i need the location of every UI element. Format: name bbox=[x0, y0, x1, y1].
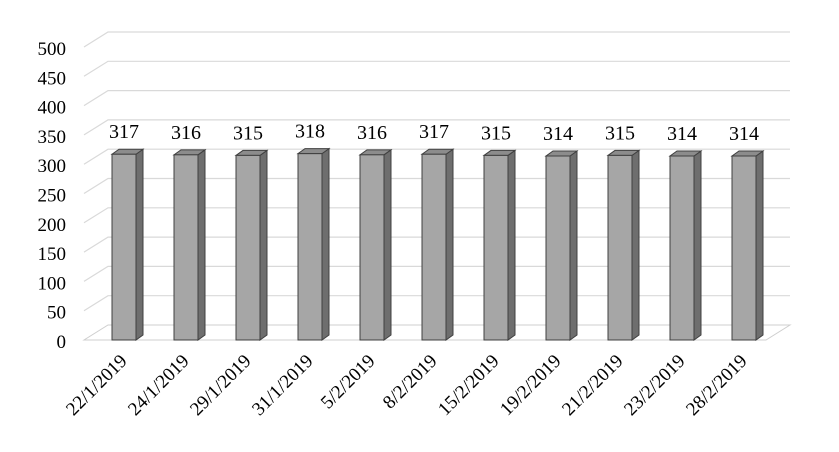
y-axis-tick-labels: 0 50 100 150 200 250 300 350 400 450 500 bbox=[38, 39, 67, 353]
y-tick-label: 150 bbox=[38, 244, 67, 265]
bar bbox=[420, 148, 455, 341]
bar-side bbox=[569, 150, 578, 341]
gridline bbox=[83, 31, 790, 48]
bar-side bbox=[445, 148, 454, 341]
bar-side bbox=[507, 149, 516, 341]
bar-side bbox=[259, 149, 268, 341]
gridline bbox=[83, 89, 790, 107]
data-label: 317 bbox=[109, 121, 139, 143]
bar-side bbox=[693, 150, 702, 341]
bar-front bbox=[607, 154, 633, 341]
x-tick-label: 23/2/2019 bbox=[620, 351, 689, 420]
y-tick-label: 50 bbox=[47, 303, 66, 324]
data-label: 317 bbox=[419, 121, 449, 143]
data-label: 315 bbox=[233, 122, 263, 144]
data-label: 314 bbox=[543, 123, 573, 145]
y-tick-label: 100 bbox=[38, 273, 67, 294]
x-tick-label: 5/2/2019 bbox=[317, 351, 380, 414]
bar-front bbox=[173, 154, 199, 341]
x-tick-label: 15/2/2019 bbox=[434, 351, 503, 420]
x-tick-label: 29/1/2019 bbox=[186, 351, 255, 420]
bar-front bbox=[669, 155, 695, 341]
bar-front bbox=[545, 155, 571, 341]
y-tick-label: 350 bbox=[38, 127, 67, 148]
bar bbox=[296, 147, 331, 341]
gridlines bbox=[82, 31, 792, 341]
bar bbox=[544, 150, 579, 341]
floor bbox=[82, 324, 792, 341]
bar-side bbox=[383, 148, 392, 341]
y-tick-label: 200 bbox=[38, 215, 67, 236]
bar-side bbox=[197, 148, 206, 341]
y-tick-label: 500 bbox=[38, 39, 67, 60]
x-tick-label: 24/1/2019 bbox=[124, 351, 193, 420]
data-label: 318 bbox=[295, 121, 325, 143]
y-tick-label: 250 bbox=[38, 186, 67, 207]
bar-side bbox=[135, 148, 144, 341]
bar bbox=[668, 150, 703, 341]
bar bbox=[110, 148, 145, 341]
gridline bbox=[83, 148, 790, 165]
bar-front bbox=[297, 153, 323, 341]
bar-front bbox=[731, 155, 757, 341]
data-label: 316 bbox=[357, 122, 387, 144]
bar bbox=[358, 148, 393, 341]
data-labels: 317 316 315 318 316 317 315 314 315 314 314 bbox=[109, 121, 759, 145]
data-label: 315 bbox=[605, 122, 635, 144]
x-tick-label: 21/2/2019 bbox=[558, 351, 627, 420]
bar-side bbox=[631, 149, 640, 341]
x-tick-label: 8/2/2019 bbox=[379, 351, 442, 414]
bar-front bbox=[483, 154, 509, 341]
y-tick-label: 450 bbox=[38, 68, 67, 89]
bar bbox=[172, 148, 207, 341]
bar bbox=[234, 149, 269, 341]
gridline bbox=[83, 60, 790, 77]
bar-front bbox=[235, 154, 261, 341]
data-label: 314 bbox=[667, 123, 697, 145]
bar bbox=[730, 150, 765, 341]
bar bbox=[606, 149, 641, 341]
bar-front bbox=[359, 154, 385, 341]
data-label: 314 bbox=[729, 123, 759, 145]
x-tick-label: 31/1/2019 bbox=[248, 351, 317, 420]
bar bbox=[482, 149, 517, 341]
bar-front bbox=[111, 153, 137, 341]
bar-front bbox=[421, 153, 447, 341]
bars bbox=[110, 147, 765, 341]
data-label: 315 bbox=[481, 122, 511, 144]
y-tick-label: 400 bbox=[38, 98, 67, 119]
gridline bbox=[83, 119, 790, 136]
x-tick-label: 28/2/2019 bbox=[682, 351, 751, 420]
bar-side bbox=[755, 150, 764, 341]
x-tick-label: 22/1/2019 bbox=[62, 351, 131, 420]
y-tick-label: 0 bbox=[57, 332, 67, 353]
y-tick-label: 300 bbox=[38, 156, 67, 177]
bar-side bbox=[321, 147, 330, 341]
data-label: 316 bbox=[171, 122, 201, 144]
x-tick-label: 19/2/2019 bbox=[496, 351, 565, 420]
